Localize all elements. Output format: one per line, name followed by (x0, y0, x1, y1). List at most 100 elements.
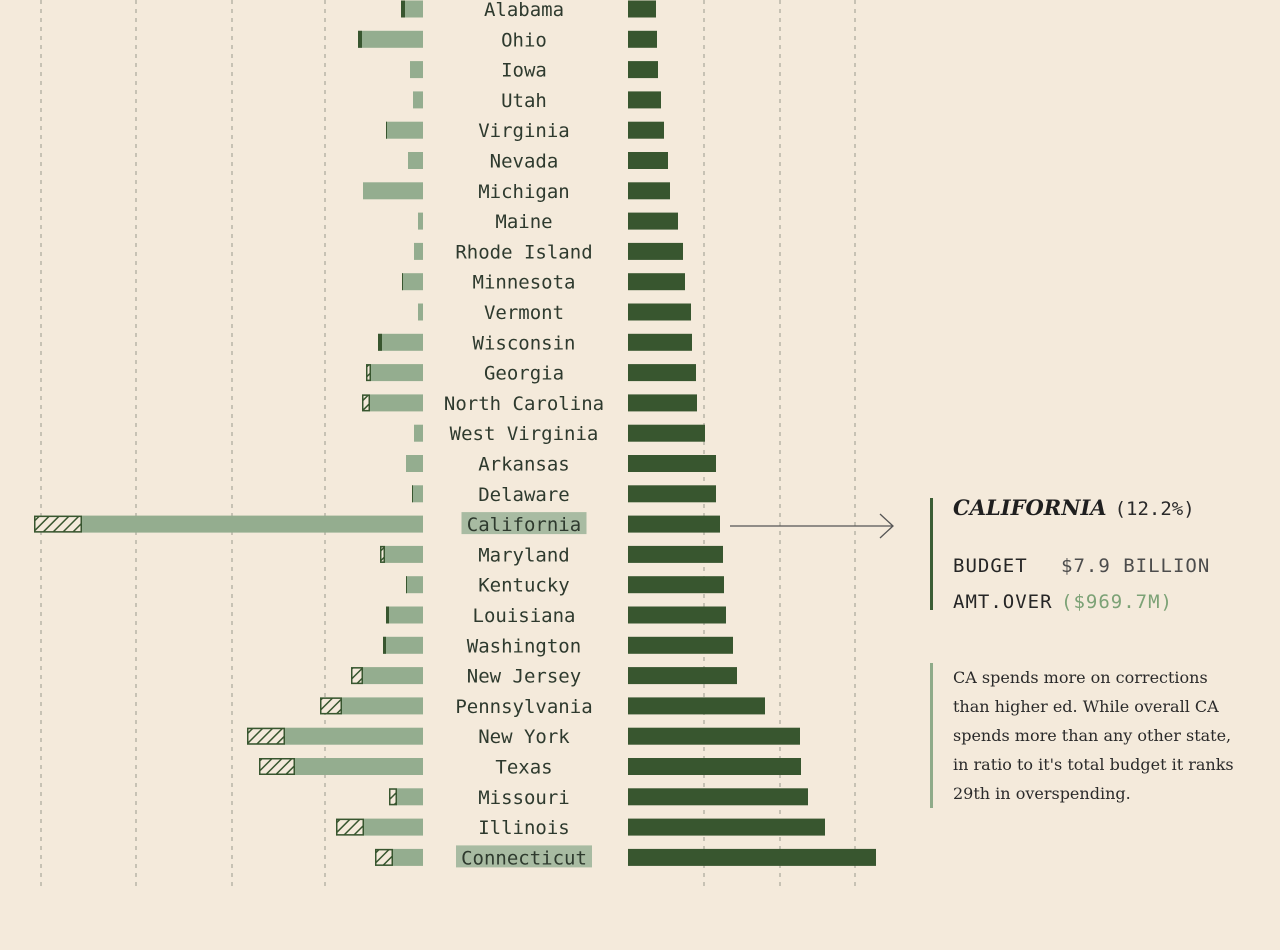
callout-arrow (730, 513, 894, 539)
right-bar (628, 606, 726, 624)
overspend-segment (259, 758, 295, 775)
state-label: Virginia (478, 120, 570, 142)
right-bar (628, 212, 678, 230)
overspend-segment (383, 636, 386, 654)
right-bar (628, 152, 668, 169)
state-label: Rhode Island (455, 241, 592, 263)
overspend-segment (336, 818, 364, 836)
state-label: Wisconsin (473, 332, 576, 354)
state-label: North Carolina (444, 393, 604, 415)
right-bar (628, 364, 696, 382)
left-bar (351, 667, 423, 685)
state-label: New Jersey (467, 666, 581, 688)
left-bar (413, 91, 423, 109)
right-bar (628, 121, 664, 139)
left-bar (412, 485, 423, 503)
right-bar (628, 333, 692, 351)
overspend-segment (375, 848, 393, 866)
overspend-segment (401, 0, 405, 18)
overspend-segment (406, 576, 407, 594)
state-label: Arkansas (478, 454, 570, 476)
state-label: Illinois (478, 817, 570, 839)
overspend-segment (389, 788, 397, 806)
left-bar (418, 303, 423, 321)
right-bar (628, 667, 737, 685)
right-bar (628, 30, 657, 48)
callout-budget-row: BUDGET $7.9 BILLION (953, 555, 1210, 577)
left-bar (363, 182, 423, 200)
over-value: ($969.7M) (1061, 591, 1173, 613)
callout-state: CALIFORNIA (953, 495, 1107, 520)
state-label: Georgia (484, 363, 564, 385)
state-label: Utah (501, 90, 547, 112)
overspend-segment (378, 333, 382, 351)
right-bar (628, 273, 685, 291)
right-bar (628, 0, 656, 18)
state-labels: Alabama Ohio Iowa Utah Virginia Nevada Michiga… (444, 0, 604, 869)
right-bar (628, 61, 658, 79)
state-label: Vermont (484, 302, 564, 324)
overspend-segment (351, 667, 363, 685)
right-bar (628, 697, 765, 715)
right-bar (628, 424, 705, 442)
overspend-segment (412, 485, 413, 503)
callout-over-row: AMT.OVER ($969.7M) (953, 591, 1210, 613)
state-label: Pennsylvania (455, 696, 592, 718)
left-bar (389, 788, 423, 806)
left-bar (320, 697, 423, 715)
state-label: West Virginia (450, 423, 599, 445)
state-label: Texas (495, 757, 552, 779)
label-highlight (461, 512, 587, 535)
left-bar (383, 636, 423, 654)
budget-label: BUDGET (953, 555, 1028, 577)
state-label: Maine (495, 211, 552, 233)
over-label: AMT.OVER (953, 591, 1053, 613)
right-bar (628, 576, 724, 594)
state-label: Louisiana (473, 605, 576, 627)
state-label: California (467, 514, 581, 536)
left-bar (408, 152, 423, 169)
right-bar (628, 758, 801, 775)
left-bar (362, 394, 423, 412)
state-label: Kentucky (478, 575, 570, 597)
state-label: Missouri (478, 787, 570, 809)
callout: CALIFORNIA (12.2%) BUDGET $7.9 BILLION AM… (930, 495, 1210, 613)
overspend-segment (247, 727, 285, 745)
overspend-segment (402, 273, 403, 291)
right-bar (628, 788, 808, 806)
right-bar (628, 242, 683, 260)
state-label: Alabama (484, 0, 564, 21)
left-bar (366, 364, 423, 382)
left-bar (34, 515, 423, 533)
left-bar (247, 727, 423, 745)
overspend-segment (366, 364, 371, 382)
overspend-segment (380, 545, 385, 563)
right-bar (628, 455, 716, 472)
left-bar (401, 0, 423, 18)
right-bar (628, 545, 723, 563)
state-label: Ohio (501, 29, 547, 51)
left-bar (386, 606, 423, 624)
right-bar (628, 818, 825, 836)
overspend-segment (362, 394, 370, 412)
left-bar (406, 576, 423, 594)
state-label: Minnesota (473, 272, 576, 294)
right-bar (628, 303, 691, 321)
overspend-segment (358, 30, 362, 48)
left-bar (414, 242, 423, 260)
overspend-segment (320, 697, 342, 715)
state-label: Michigan (478, 181, 570, 203)
budget-value: $7.9 BILLION (1061, 555, 1211, 577)
state-label: Nevada (490, 151, 559, 173)
label-highlight (456, 845, 592, 868)
right-bar (628, 182, 670, 200)
left-bar (410, 61, 423, 79)
overspend-segment (34, 515, 82, 533)
left-bar (418, 212, 423, 230)
left-bar (259, 758, 423, 775)
left-bar (386, 121, 423, 139)
state-label: Washington (467, 635, 581, 657)
right-bar (628, 727, 800, 745)
right-bars (628, 0, 876, 866)
